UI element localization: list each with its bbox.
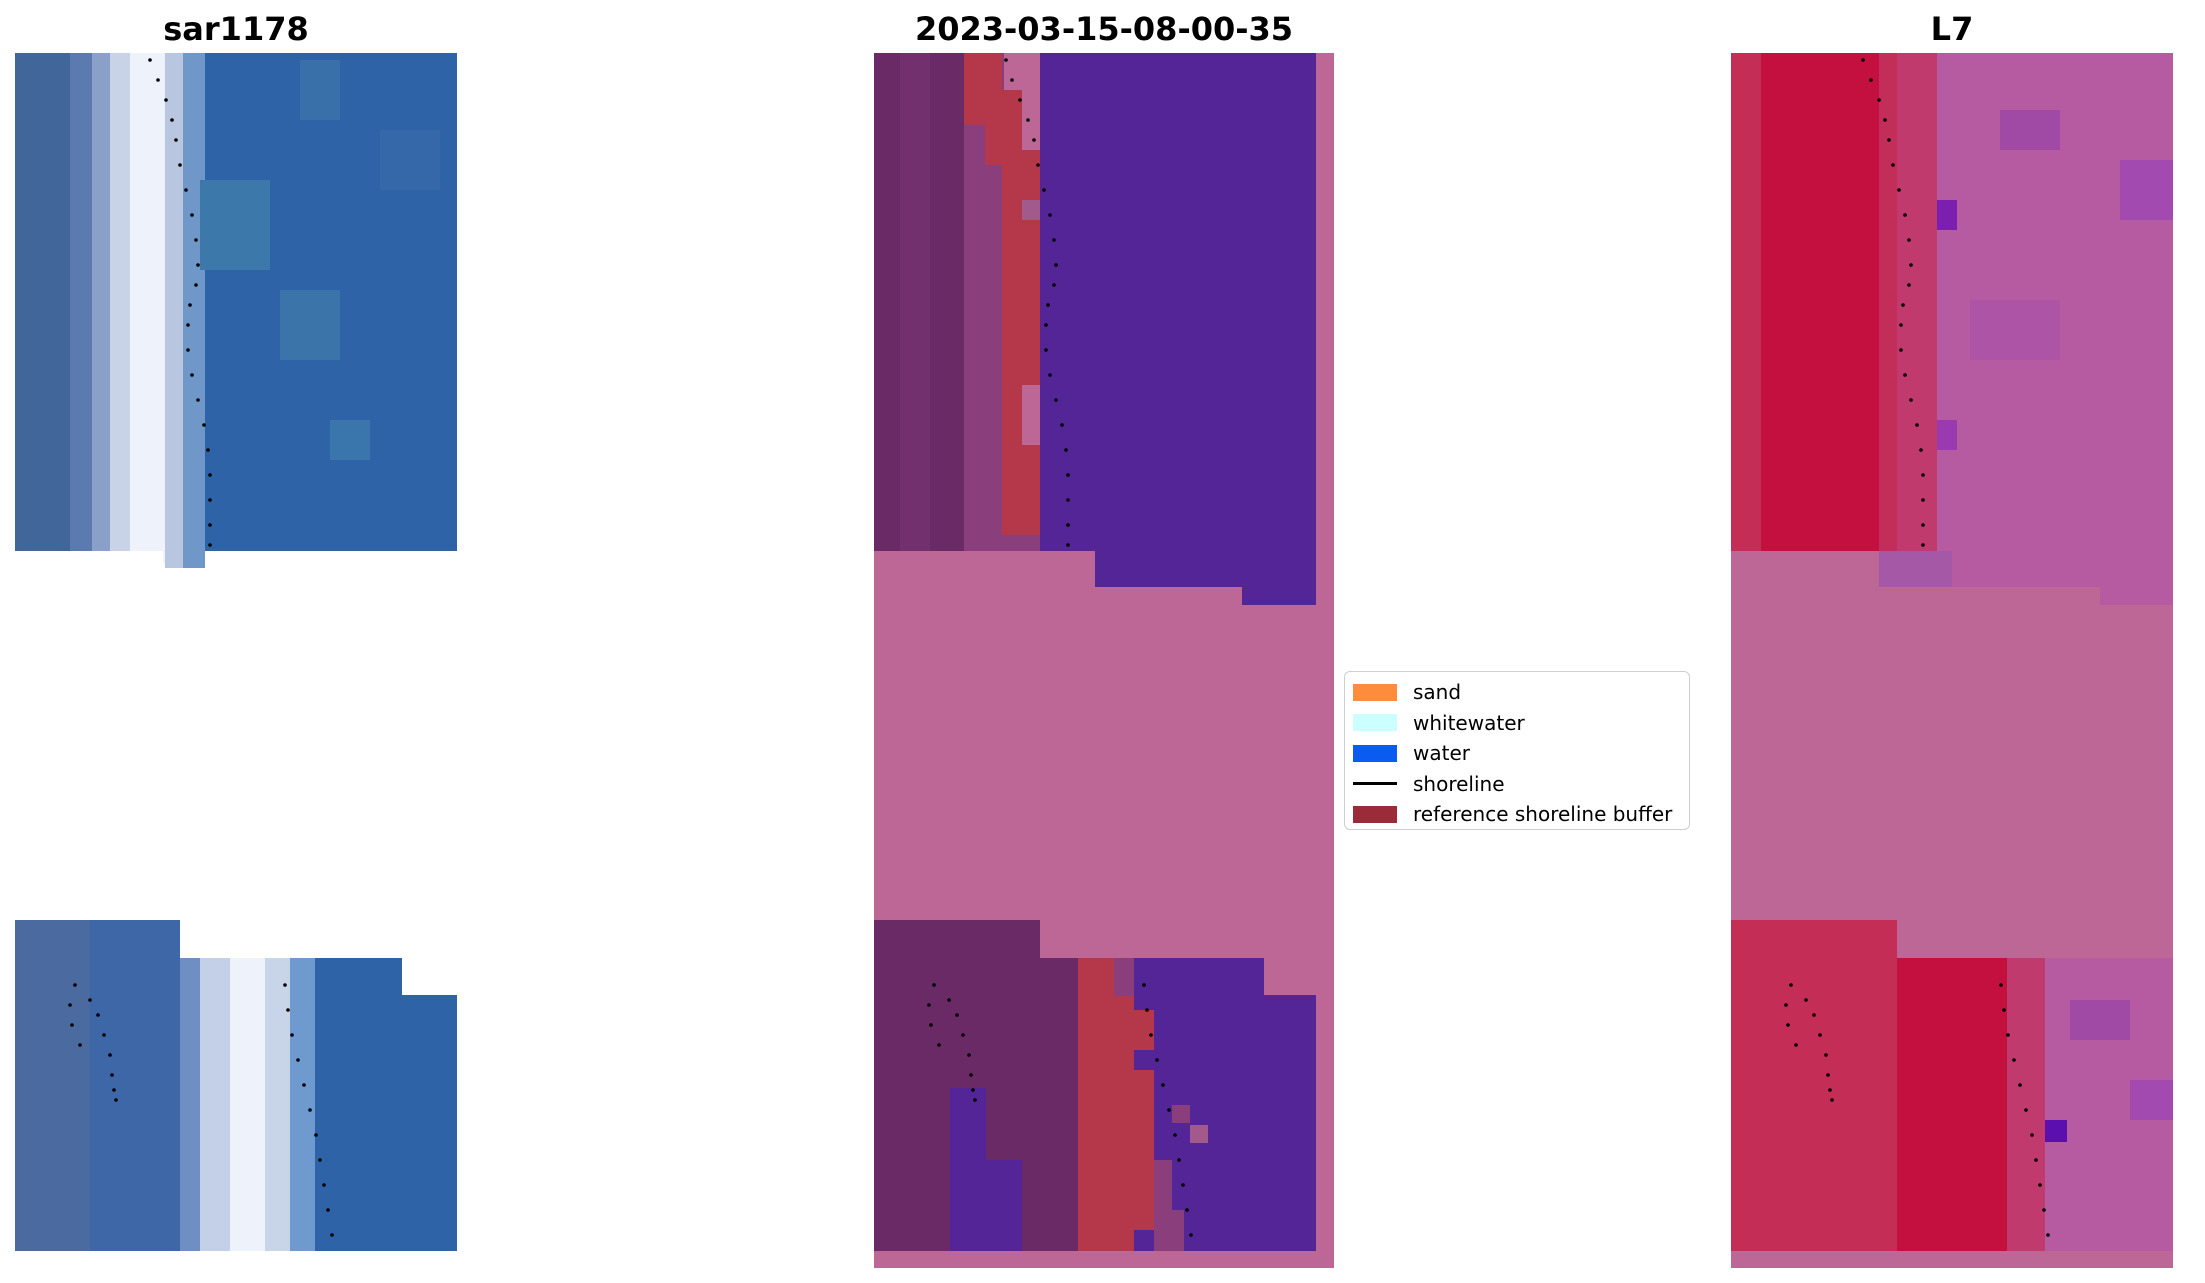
legend-item-sand: sand — [1353, 677, 1689, 708]
index-shoreline — [1784, 58, 2050, 1237]
legend-label-sand: sand — [1413, 680, 1462, 705]
legend-label-water: water — [1413, 741, 1470, 766]
legend-label-reference-shoreline-buffer: reference shoreline buffer — [1413, 802, 1673, 827]
rgb-image-top — [15, 53, 457, 607]
index-top — [1731, 53, 2173, 605]
index-bottom — [1731, 920, 2173, 1251]
classification-bottom — [874, 920, 1316, 1251]
right-panel-title: L7 — [1930, 10, 1974, 48]
shoreline-line-symbol — [1353, 782, 1397, 786]
classification-top — [874, 53, 1316, 605]
sand-swatch — [1353, 683, 1397, 701]
legend-label-shoreline: shoreline — [1413, 771, 1505, 796]
legend-item-reference-shoreline-buffer: reference shoreline buffer — [1353, 799, 1689, 830]
rgb-shoreline — [68, 58, 334, 1237]
whitewater-swatch — [1353, 714, 1397, 732]
legend-label-whitewater: whitewater — [1413, 710, 1525, 735]
legend-item-shoreline: shoreline — [1353, 769, 1689, 800]
left-panel-title: sar1178 — [163, 10, 309, 48]
water-swatch — [1353, 744, 1397, 762]
rgb-image-bottom — [15, 920, 457, 1251]
legend: sand whitewater water shoreline referenc… — [1344, 671, 1690, 830]
classification-shoreline — [927, 58, 1193, 1237]
middle-panel-title: 2023-03-15-08-00-35 — [914, 10, 1294, 48]
legend-item-whitewater: whitewater — [1353, 708, 1689, 739]
reference-buffer-swatch — [1353, 805, 1397, 823]
legend-item-water: water — [1353, 738, 1689, 769]
